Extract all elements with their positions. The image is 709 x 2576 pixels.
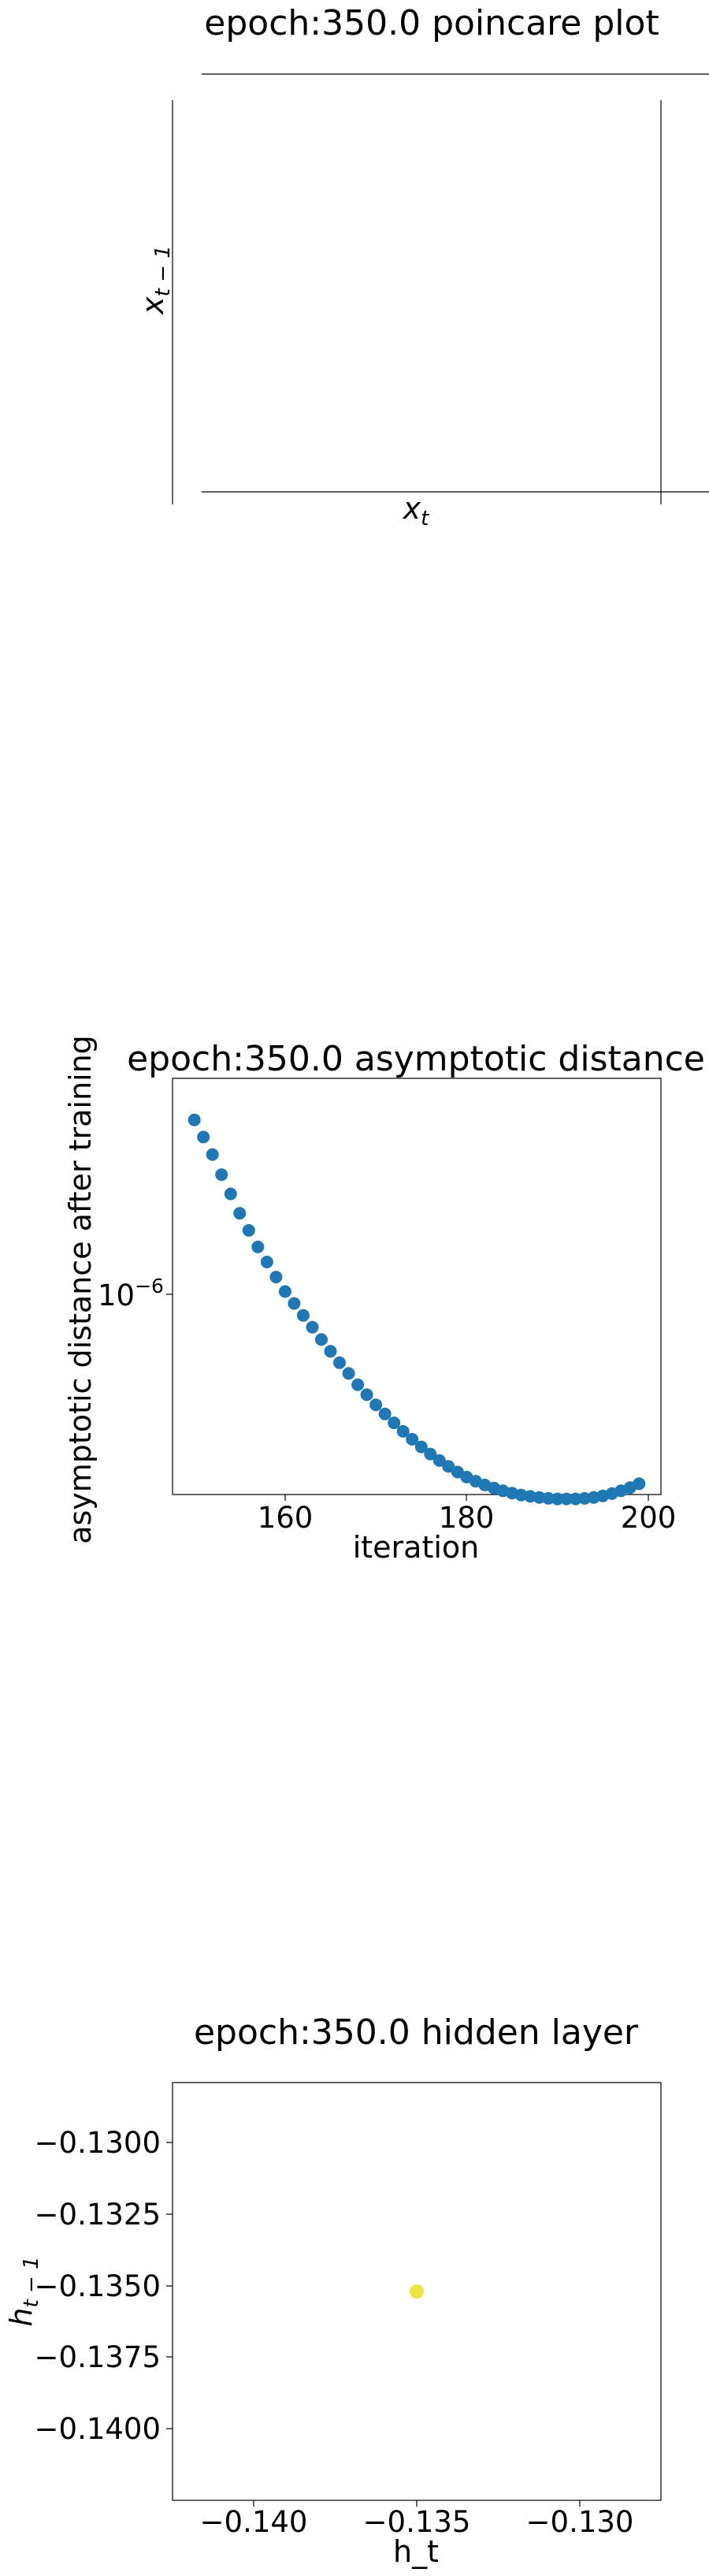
- poincare-chart: epoch:350.0 poincare plot xt xt − 1: [135, 3, 709, 530]
- asymptotic-point: [560, 1492, 574, 1506]
- asymptotic-point: [333, 1356, 346, 1369]
- asymptotic-point: [442, 1460, 455, 1473]
- asymptotic-point: [215, 1168, 228, 1182]
- asymptotic-point: [569, 1492, 582, 1506]
- asymptotic-point: [278, 1285, 291, 1298]
- hidden-xlabel: h_t: [393, 2534, 439, 2569]
- hidden-x-ticks: [253, 2500, 581, 2507]
- asymptotic-point: [369, 1398, 383, 1412]
- asymptotic-chart: epoch:350.0 asymptotic distance 160 180 …: [63, 1035, 705, 1565]
- asymptotic-point: [414, 1440, 428, 1454]
- asymptotic-point: [406, 1432, 419, 1446]
- asymptotic-point: [351, 1378, 365, 1391]
- asymptotic-x-ticks: [284, 1495, 649, 1501]
- asymptotic-point: [242, 1223, 255, 1237]
- asymptotic-point: [424, 1447, 437, 1461]
- asymptotic-point: [315, 1333, 328, 1346]
- asymptotic-point: [206, 1148, 219, 1161]
- asymptotic-point: [388, 1416, 401, 1430]
- asymptotic-point: [542, 1491, 555, 1505]
- asymptotic-point: [251, 1240, 265, 1253]
- asymptotic-point: [578, 1491, 592, 1505]
- asymptotic-xtick-label-160: 160: [258, 1501, 314, 1535]
- poincare-title: epoch:350.0 poincare plot: [204, 3, 659, 43]
- asymptotic-point: [396, 1424, 410, 1438]
- asymptotic-ytick-label: 10−6: [98, 1275, 164, 1312]
- hidden-xtick-label-0: −0.140: [200, 2505, 308, 2539]
- asymptotic-point: [224, 1187, 237, 1201]
- poincare-ylabel: xt − 1: [135, 245, 175, 315]
- asymptotic-ylabel: asymptotic distance after training: [63, 1035, 98, 1544]
- hidden-data-points: [410, 2284, 424, 2299]
- asymptotic-point: [187, 1113, 201, 1126]
- asymptotic-point: [296, 1308, 310, 1322]
- asymptotic-data-points: [187, 1113, 646, 1506]
- asymptotic-title: epoch:350.0 asymptotic distance: [127, 1039, 705, 1079]
- asymptotic-plot-frame: [172, 1078, 662, 1495]
- hidden-point: [410, 2284, 424, 2299]
- asymptotic-point: [342, 1367, 355, 1380]
- hidden-ytick-label-1: −0.1325: [35, 2198, 161, 2232]
- asymptotic-point: [260, 1256, 273, 1268]
- hidden-ytick-label-2: −0.1350: [35, 2269, 161, 2303]
- asymptotic-point: [633, 1477, 646, 1491]
- hidden-ytick-label-3: −0.1375: [35, 2340, 161, 2374]
- asymptotic-point: [197, 1130, 210, 1144]
- hidden-ylabel: ht − 1: [4, 2256, 43, 2326]
- poincare-xlabel: xt: [403, 491, 430, 530]
- hidden-ytick-label-0: −0.1300: [35, 2126, 161, 2160]
- hidden-chart: epoch:350.0 hidden layer −0.140 −0.135 −…: [4, 2012, 662, 2569]
- asymptotic-xtick-label-200: 200: [621, 1501, 677, 1535]
- hidden-ytick-label-4: −0.1400: [35, 2412, 161, 2446]
- asymptotic-point: [378, 1407, 392, 1420]
- asymptotic-point: [533, 1491, 546, 1504]
- asymptotic-point: [288, 1297, 301, 1310]
- asymptotic-xlabel: iteration: [353, 1530, 480, 1565]
- hidden-title: epoch:350.0 hidden layer: [194, 2012, 639, 2053]
- asymptotic-point: [324, 1345, 337, 1358]
- poincare-axes: [172, 73, 709, 504]
- asymptotic-point: [269, 1271, 283, 1284]
- asymptotic-point: [306, 1320, 319, 1334]
- hidden-y-ticks: [166, 2142, 173, 2429]
- asymptotic-point: [551, 1492, 564, 1506]
- asymptotic-xtick-label-180: 180: [439, 1501, 495, 1535]
- asymptotic-point: [233, 1207, 247, 1220]
- asymptotic-point: [432, 1454, 446, 1467]
- hidden-xtick-label-1: −0.135: [363, 2505, 471, 2539]
- asymptotic-point: [360, 1388, 373, 1402]
- hidden-xtick-label-2: −0.130: [526, 2505, 634, 2539]
